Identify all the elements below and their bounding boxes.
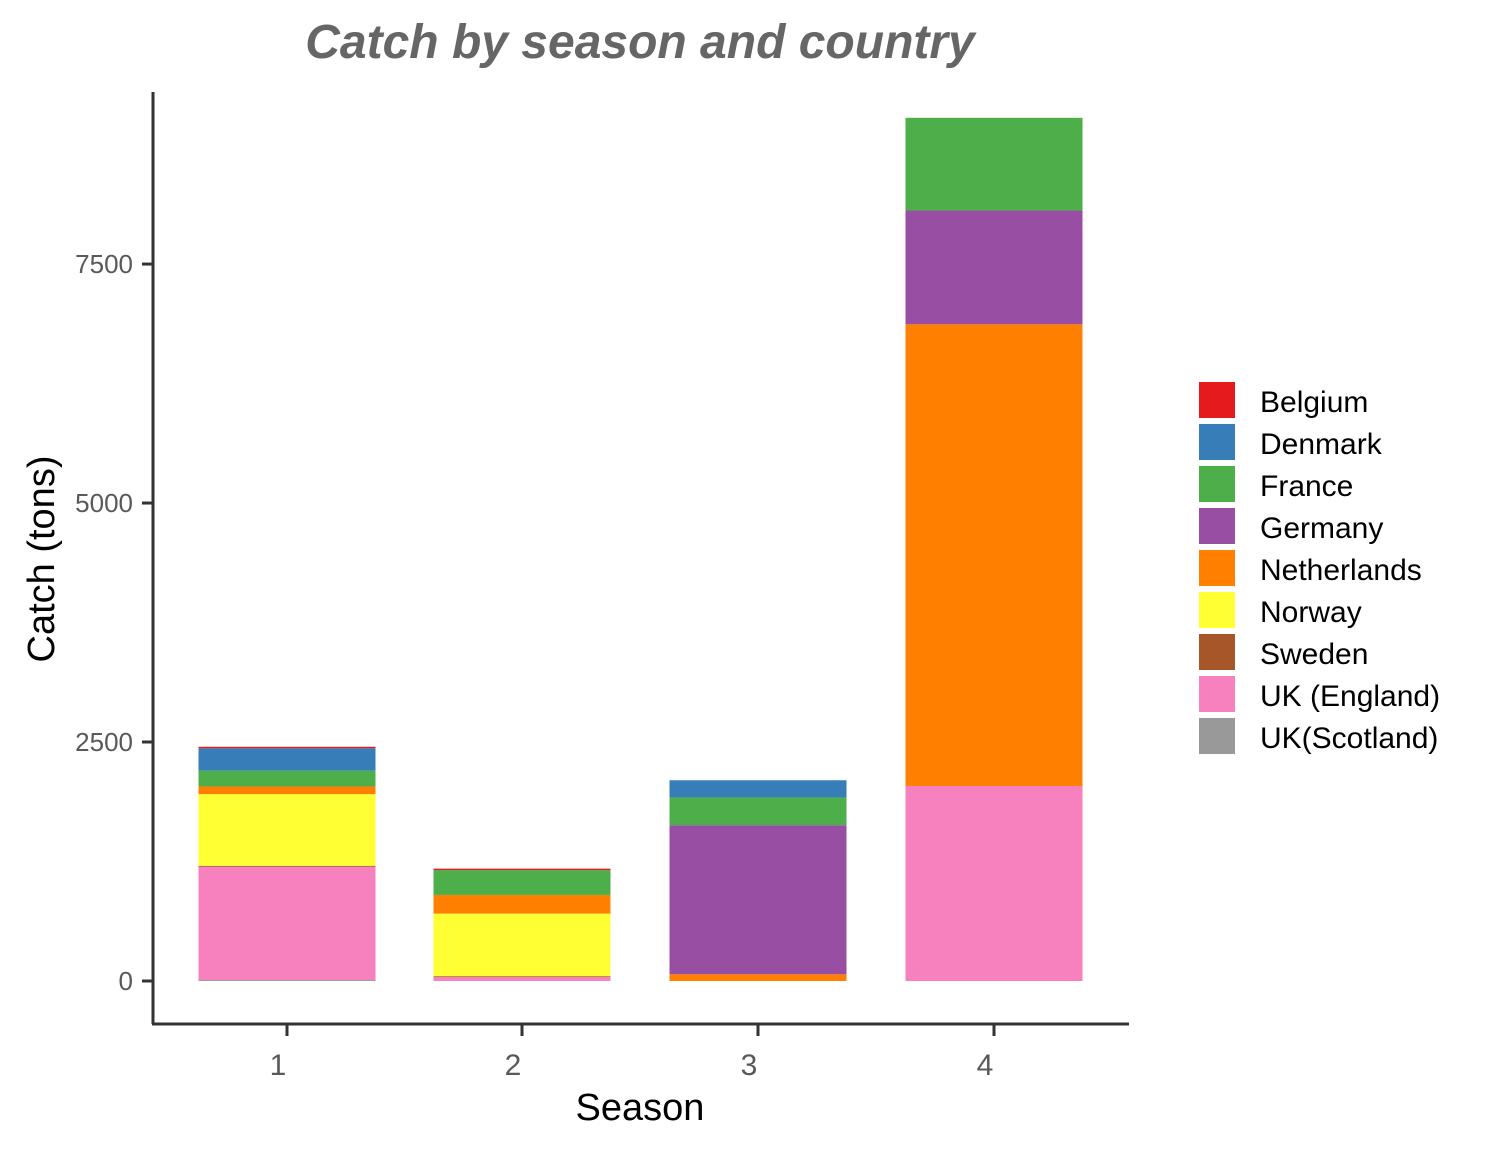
x-axis-title: Season (576, 1087, 705, 1129)
y-tick-label: 2500 (75, 727, 133, 757)
y-ticks: 0 2500 5000 7500 (75, 249, 153, 996)
legend-label: France (1260, 470, 1353, 503)
y-tick-label: 5000 (75, 488, 133, 518)
legend: Belgium Denmark France Germany Netherlands No… (1199, 382, 1440, 755)
legend-swatch (1199, 424, 1235, 460)
legend-label: Denmark (1260, 428, 1383, 461)
legend-label: Sweden (1260, 638, 1368, 671)
bar-segment-2-sweden (433, 976, 611, 978)
legend-swatch (1199, 634, 1235, 670)
bar-segment-1-france (198, 770, 376, 787)
legend-label: Belgium (1260, 386, 1368, 419)
legend-swatch (1199, 508, 1235, 544)
bar-segment-1-netherlands (198, 786, 376, 795)
bar-segment-2-france (433, 870, 611, 895)
y-axis-title: Catch (tons) (21, 456, 63, 663)
bar-segment-3-denmark (669, 780, 847, 798)
legend-swatch (1199, 382, 1235, 418)
bar-segment-2-belgium (433, 868, 611, 871)
legend-label: Netherlands (1260, 554, 1422, 587)
x-tick-label: 2 (505, 1049, 522, 1082)
bar-segment-3-netherlands (669, 974, 847, 981)
bar-segment-1-uk-scotland- (198, 980, 376, 981)
bar-segment-3-germany (669, 825, 847, 975)
legend-swatch (1199, 466, 1235, 502)
x-tick-label: 1 (270, 1049, 287, 1082)
y-tick-label: 0 (119, 966, 133, 996)
bar-segment-4-germany (905, 210, 1083, 325)
bar-segment-1-norway (198, 794, 376, 866)
bar-segment-4-uk-england- (905, 785, 1083, 981)
x-tick-label: 4 (977, 1049, 994, 1082)
legend-swatch (1199, 718, 1235, 754)
bar-segment-2-netherlands (433, 894, 611, 914)
bars-layer (198, 117, 1083, 981)
x-tick-label: 3 (741, 1049, 758, 1082)
bar-segment-1-uk-england- (198, 866, 376, 981)
bar-segment-1-sweden (198, 865, 376, 867)
bar-segment-4-france (905, 117, 1083, 211)
legend-label: UK (England) (1260, 680, 1440, 713)
legend-swatch (1199, 676, 1235, 712)
legend-label: UK(Scotland) (1260, 722, 1438, 755)
legend-swatch (1199, 592, 1235, 628)
bar-segment-4-netherlands (905, 324, 1083, 786)
legend-swatch (1199, 550, 1235, 586)
legend-label: Norway (1260, 596, 1362, 629)
bar-segment-2-uk-england- (433, 977, 611, 981)
legend-label: Germany (1260, 512, 1383, 545)
y-tick-label: 7500 (75, 249, 133, 279)
bar-segment-2-norway (433, 913, 611, 977)
x-ticks: 1 2 3 4 (270, 1024, 996, 1082)
bar-segment-1-belgium (198, 746, 376, 749)
chart-title: Catch by season and country (305, 16, 977, 69)
bar-segment-1-denmark (198, 748, 376, 771)
bar-segment-3-france (669, 797, 847, 826)
